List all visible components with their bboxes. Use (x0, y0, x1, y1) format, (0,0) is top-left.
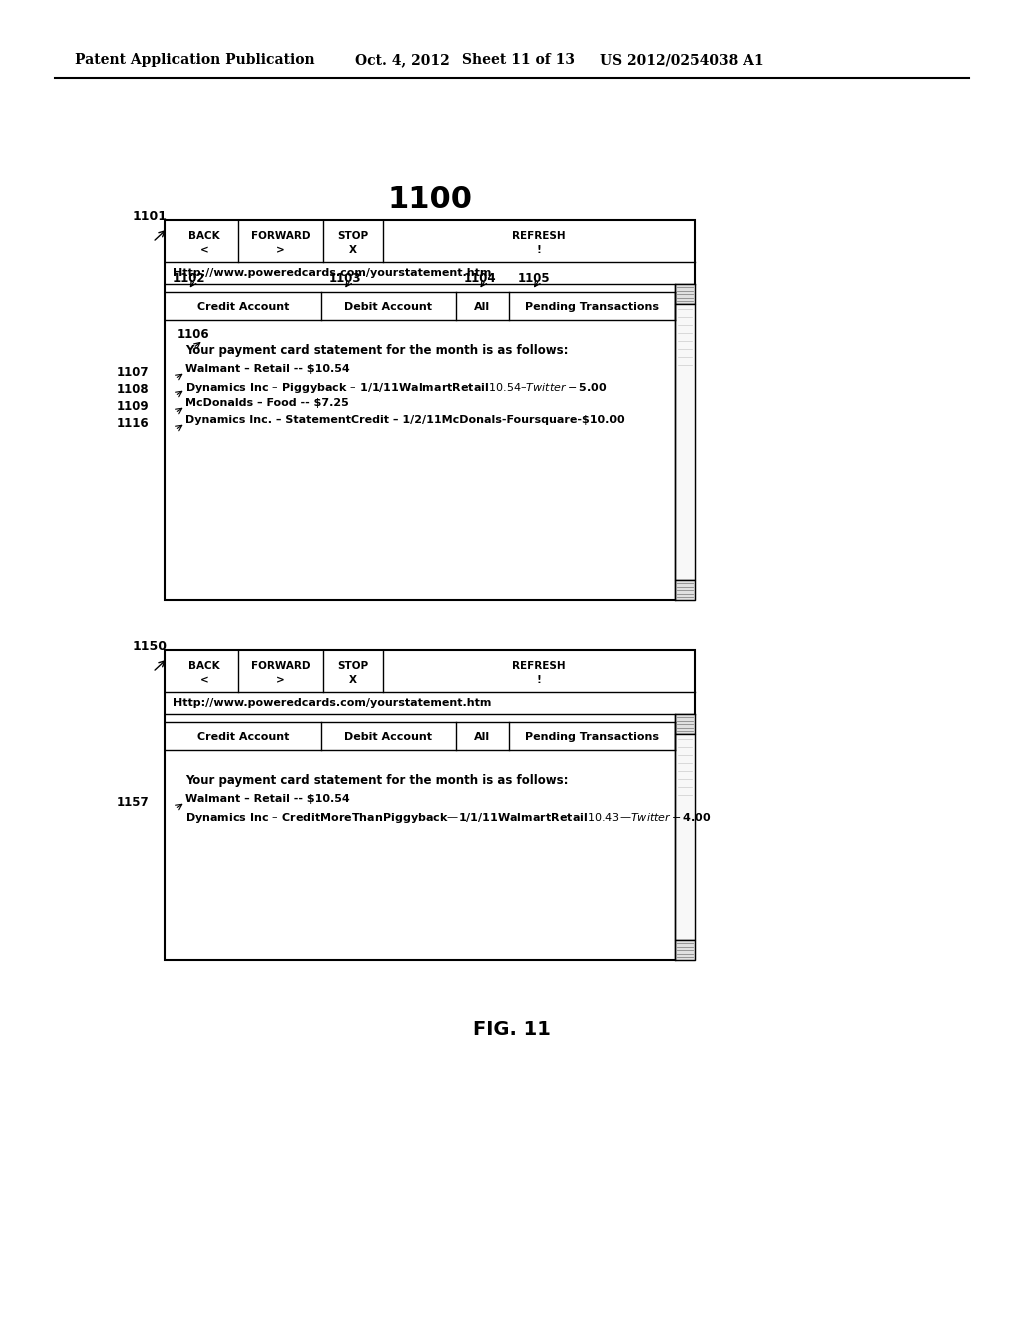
Text: Walmant – Retail -- $10.54: Walmant – Retail -- $10.54 (185, 364, 350, 374)
Text: Your payment card statement for the month is as follows:: Your payment card statement for the mont… (185, 774, 568, 787)
Text: Dynamics Inc – Piggyback – 1/1/11WalmartRetail$10.54–Twitter-$5.00: Dynamics Inc – Piggyback – 1/1/11Walmart… (185, 381, 607, 395)
Text: Dynamics Inc. – StatementCredit – 1/2/11McDonals-Foursquare-$10.00: Dynamics Inc. – StatementCredit – 1/2/11… (185, 414, 625, 425)
Text: Walmant – Retail -- $10.54: Walmant – Retail -- $10.54 (185, 795, 350, 804)
Text: REFRESH: REFRESH (512, 231, 566, 242)
Text: Http://www.poweredcards.com/yourstatement.htm: Http://www.poweredcards.com/yourstatemen… (173, 268, 492, 279)
Text: BACK: BACK (188, 661, 220, 671)
Text: Credit Account: Credit Account (197, 733, 289, 742)
Text: STOP: STOP (338, 231, 369, 242)
Bar (675, 304, 695, 579)
Text: FIG. 11: FIG. 11 (473, 1020, 551, 1039)
Bar (165, 649, 695, 960)
Text: US 2012/0254038 A1: US 2012/0254038 A1 (600, 53, 764, 67)
Bar (165, 220, 695, 601)
Text: 1150: 1150 (133, 640, 168, 653)
Text: X: X (349, 246, 357, 255)
Bar (675, 940, 695, 960)
Text: Pending Transactions: Pending Transactions (525, 733, 659, 742)
Text: Oct. 4, 2012: Oct. 4, 2012 (355, 53, 450, 67)
Text: FORWARD: FORWARD (251, 231, 310, 242)
Text: Patent Application Publication: Patent Application Publication (75, 53, 314, 67)
Text: Debit Account: Debit Account (344, 733, 432, 742)
Text: All: All (474, 302, 490, 312)
Text: McDonalds – Food -- $7.25: McDonalds – Food -- $7.25 (185, 399, 349, 408)
Text: STOP: STOP (338, 661, 369, 671)
Text: !: ! (537, 675, 542, 685)
Text: 1106: 1106 (177, 327, 210, 341)
Text: 1103: 1103 (329, 272, 361, 285)
Text: All: All (474, 733, 490, 742)
Text: 1116: 1116 (117, 417, 150, 430)
Text: Http://www.poweredcards.com/yourstatement.htm: Http://www.poweredcards.com/yourstatemen… (173, 698, 492, 708)
Text: Your payment card statement for the month is as follows:: Your payment card statement for the mont… (185, 345, 568, 356)
Text: REFRESH: REFRESH (512, 661, 566, 671)
Text: 1100: 1100 (387, 185, 472, 214)
Text: 1104: 1104 (464, 272, 497, 285)
Bar (675, 579, 695, 601)
Text: >: > (276, 675, 285, 685)
Text: Pending Transactions: Pending Transactions (525, 302, 659, 312)
Text: 1108: 1108 (117, 383, 150, 396)
Text: BACK: BACK (188, 231, 220, 242)
Text: Debit Account: Debit Account (344, 302, 432, 312)
Text: >: > (276, 246, 285, 255)
Text: <: < (200, 246, 208, 255)
Text: FORWARD: FORWARD (251, 661, 310, 671)
Text: 1102: 1102 (173, 272, 206, 285)
Text: 1107: 1107 (117, 366, 150, 379)
Text: 1105: 1105 (517, 272, 550, 285)
Bar (675, 284, 695, 304)
Text: !: ! (537, 246, 542, 255)
Text: Credit Account: Credit Account (197, 302, 289, 312)
Bar (675, 734, 695, 940)
Text: 1157: 1157 (117, 796, 150, 809)
Text: 1101: 1101 (133, 210, 168, 223)
Text: Dynamics Inc – CreditMoreThanPiggyback—1/1/11WalmartRetail$10.43—Twitter-$4.00: Dynamics Inc – CreditMoreThanPiggyback—1… (185, 810, 712, 825)
Text: <: < (200, 675, 208, 685)
Text: X: X (349, 675, 357, 685)
Bar (675, 714, 695, 734)
Text: Sheet 11 of 13: Sheet 11 of 13 (462, 53, 575, 67)
Text: 1109: 1109 (117, 400, 150, 413)
